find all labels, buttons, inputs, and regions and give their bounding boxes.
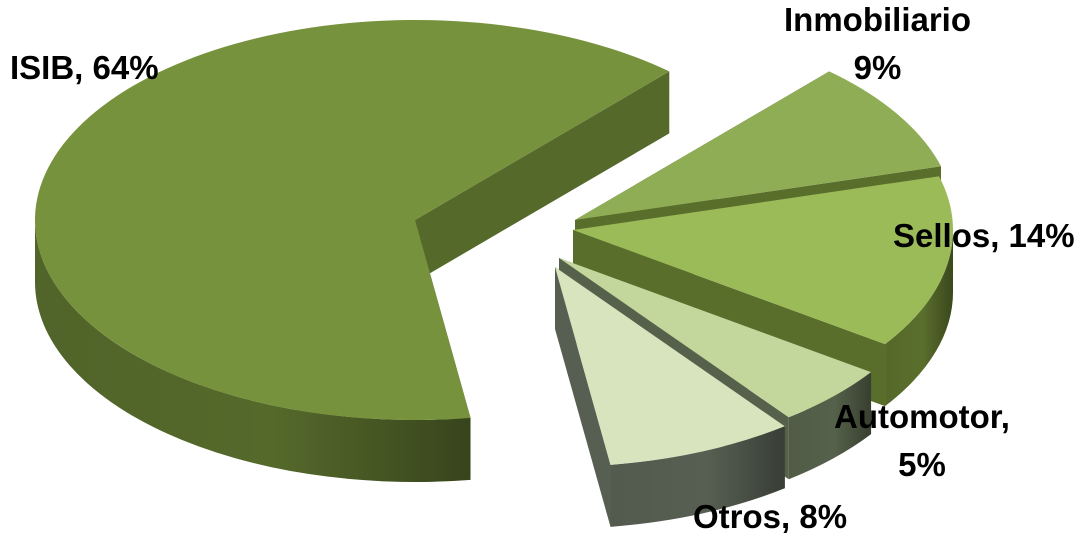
slice-label-isib: ISIB, 64% — [10, 44, 159, 92]
slice-label-sellos: Sellos, 14% — [893, 212, 1075, 260]
slice-label-otros: Otros, 8% — [693, 493, 847, 533]
slice-label-inmobiliario: Inmobiliario 9% — [784, 0, 971, 92]
slice-label-automotor: Automotor, 5% — [834, 393, 1010, 489]
